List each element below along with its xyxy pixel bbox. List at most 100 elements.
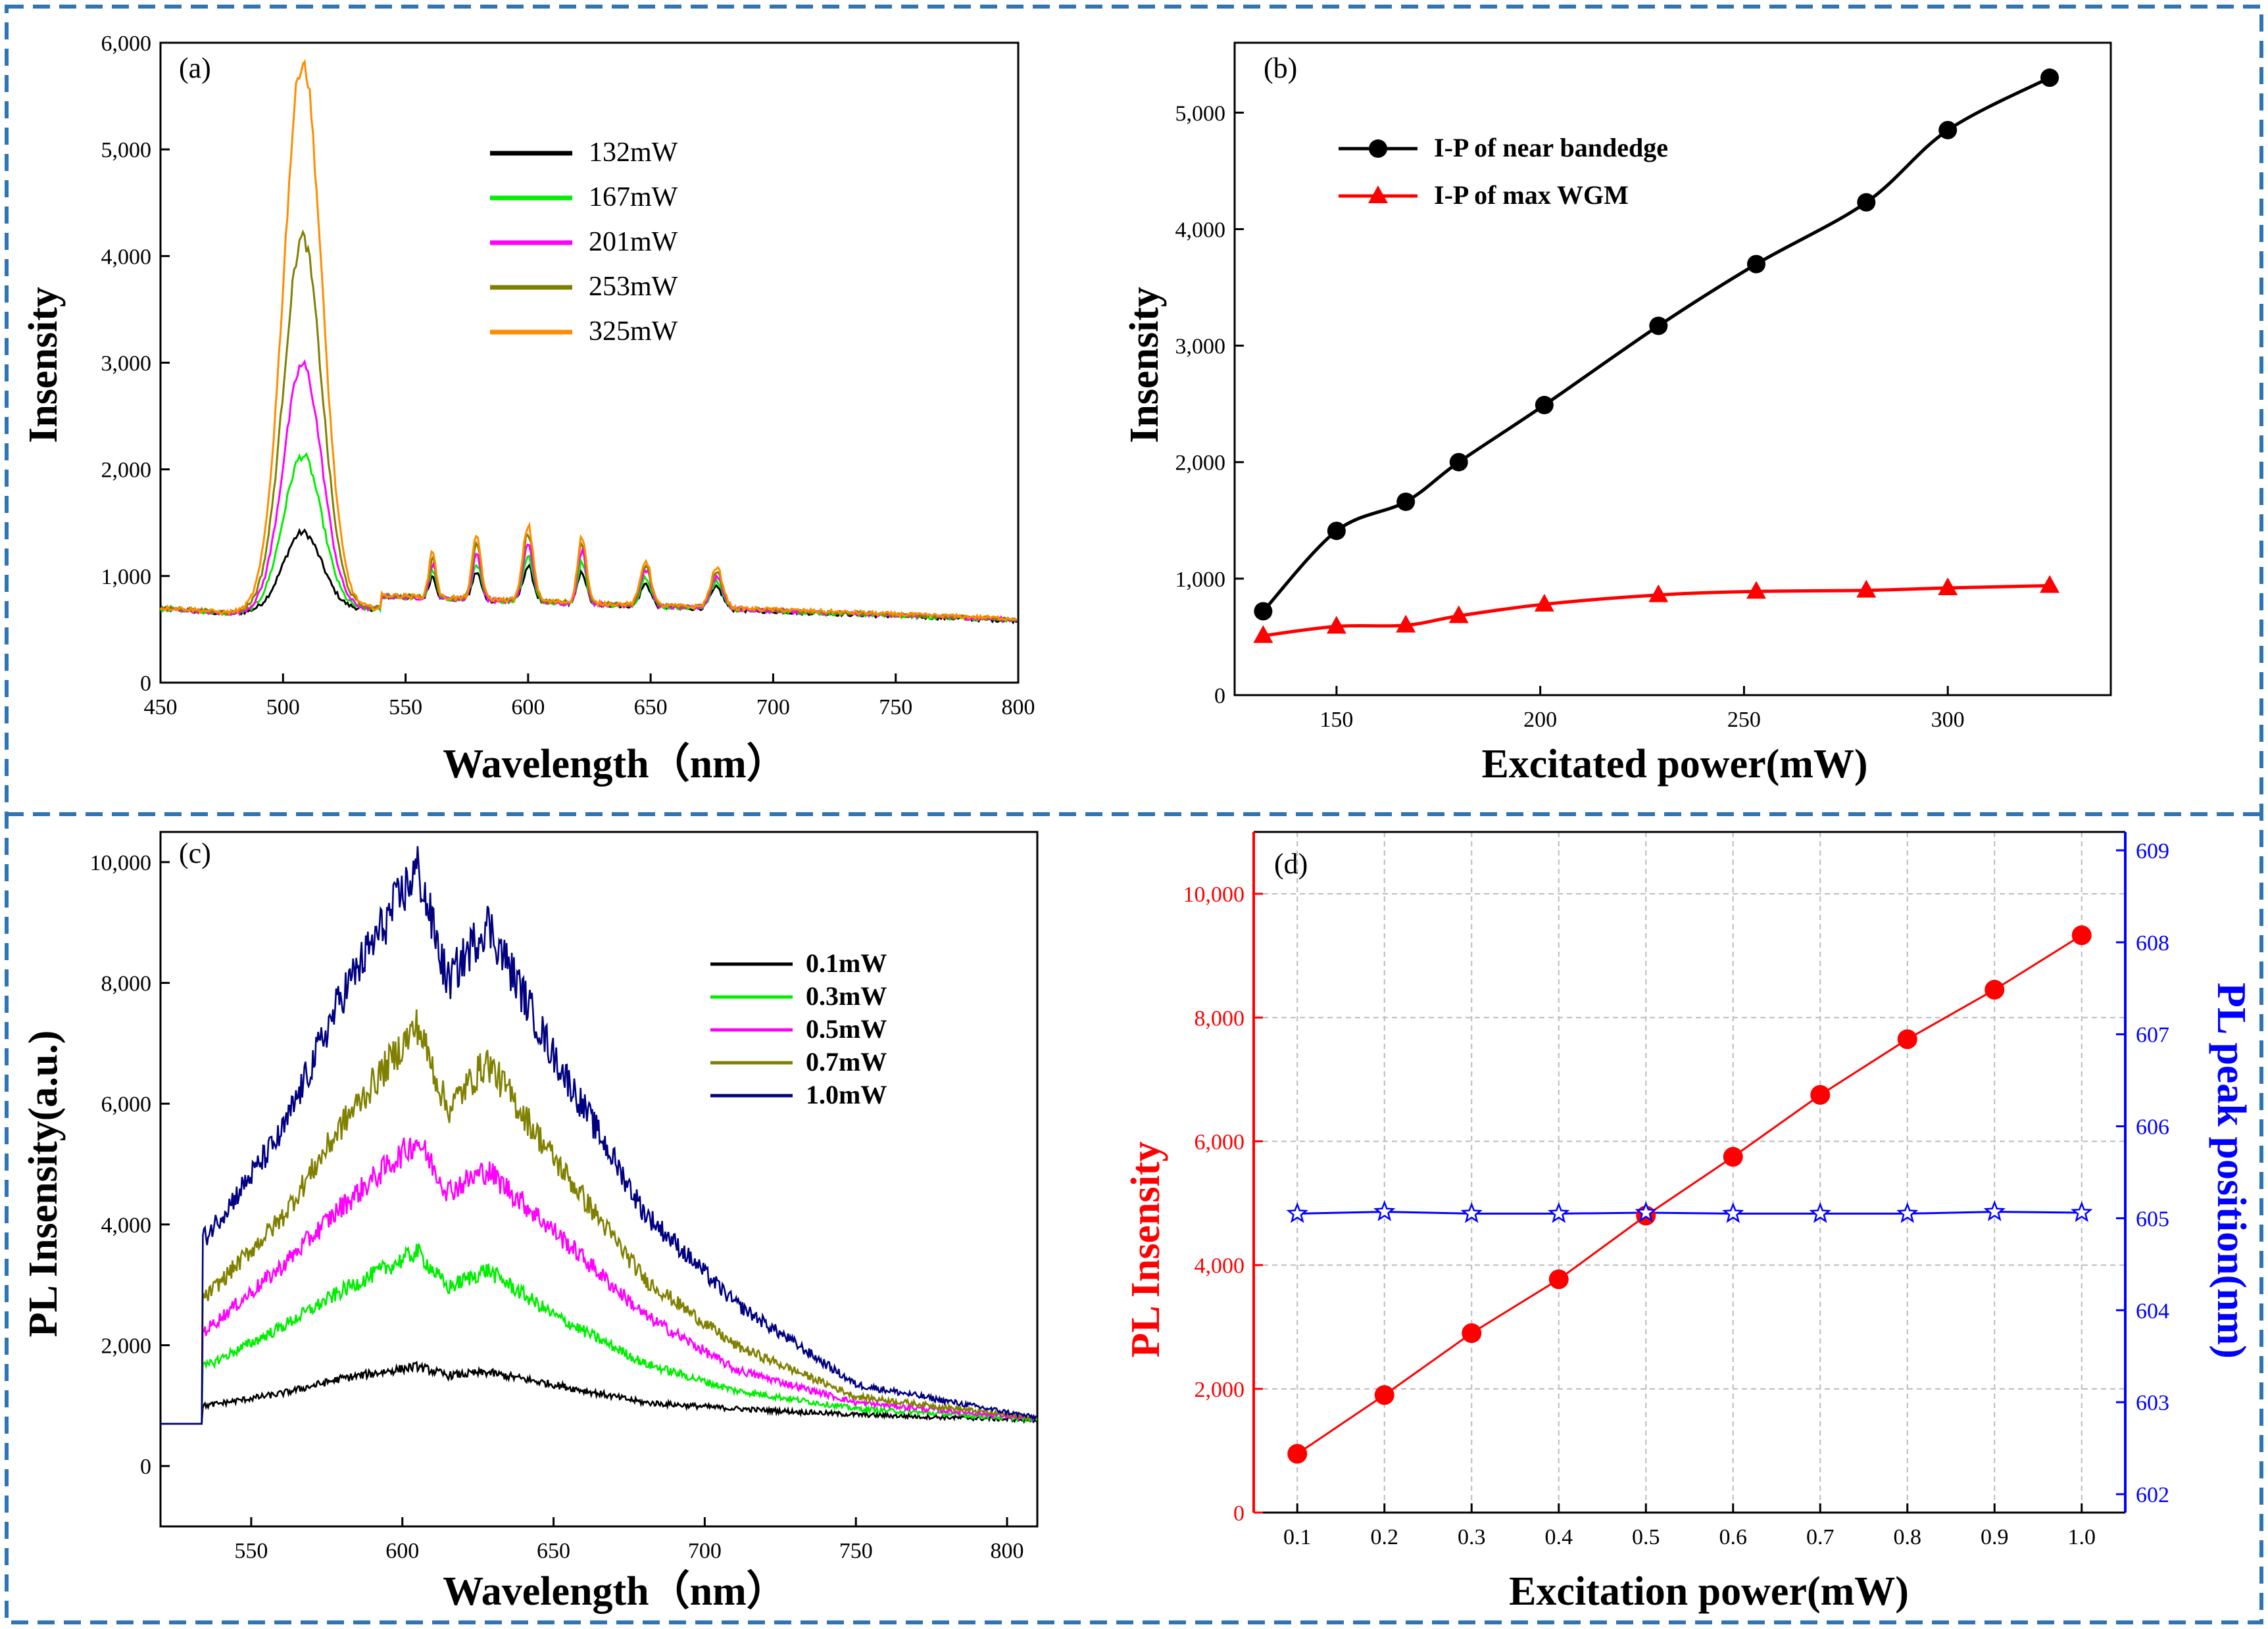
panel-d-y2-tick-label: 608 (2136, 931, 2169, 956)
panel-c-y-tick-label: 10,000 (90, 851, 152, 875)
panel-c-x-tick-label: 750 (839, 1539, 873, 1563)
panel-d-intensity-point (1462, 1323, 1482, 1344)
panel-d-y2-axis-title: PL peak position(nm) (2209, 983, 2254, 1359)
panel-c-x-tick-label: 700 (688, 1539, 722, 1563)
panel-d-intensity-point (1374, 1385, 1394, 1405)
panel-a-y-tick-label: 1,000 (101, 565, 152, 589)
panel-b-x-tick-label: 250 (1727, 708, 1761, 732)
panel-b-point (2040, 68, 2059, 87)
panel-a-y-tick-label: 3,000 (101, 352, 152, 376)
panel-d-y2-tick-label: 606 (2136, 1115, 2169, 1140)
panel-b-label: (b) (1264, 52, 1297, 84)
panel-c-y-tick-label: 6,000 (101, 1092, 152, 1117)
panel-d-intensity-point (1287, 1444, 1308, 1464)
panel-b-legend-label: I-P of near bandedge (1434, 133, 1668, 162)
panel-d-peak-point (1286, 1202, 1308, 1223)
panel-c-x-axis-title: Wavelength（nm） (443, 1568, 787, 1614)
panel-d-y-tick-label: 8,000 (1195, 1006, 1245, 1031)
panel-d-y-tick-label: 10,000 (1183, 883, 1245, 907)
panel-c-spectrum-chart: 550 600 650 700 750 800 0 2,000 4,000 6,000 8,000 1… (21, 831, 1039, 1614)
panel-b-y-tick-label: 3,000 (1175, 335, 1226, 359)
panel-d-y-tick-label: 2,000 (1195, 1378, 1245, 1402)
panel-d-x-tick-label: 0.4 (1545, 1525, 1573, 1549)
panel-b-point (1449, 452, 1468, 472)
panel-b-y-tick-label: 4,000 (1175, 218, 1226, 242)
panel-a-x-axis-title: Wavelength（nm） (443, 741, 787, 787)
panel-c-label: (c) (179, 837, 211, 869)
panel-a-y-tick-label: 0 (140, 671, 151, 696)
panel-a-y-tick-label: 6,000 (101, 32, 152, 56)
panel-d-intensity-point (1985, 979, 2005, 1000)
panel-d-peak-point (1983, 1200, 2006, 1221)
panel-b-power-chart: 150 200 250 300 0 1,000 2,000 3,000 4,000 5,000 I… (1122, 41, 2112, 787)
panel-b-point (1648, 584, 1669, 602)
panel-d-x-tick-label: 0.6 (1719, 1525, 1748, 1549)
panel-d-intensity-point (1548, 1269, 1569, 1290)
panel-a-series-line (160, 59, 1017, 621)
panel-c-series-line (160, 1361, 1038, 1425)
panel-d-x-tick-label: 1.0 (2068, 1525, 2096, 1549)
panel-b-legend-marker (1368, 185, 1388, 203)
panel-d-x-tick-label: 0.9 (1981, 1525, 2009, 1549)
panel-a-x-tick-label: 800 (1002, 695, 1035, 719)
panel-a-x-tick-label: 750 (879, 695, 912, 719)
panel-c-legend-label: 0.3mW (806, 981, 887, 1011)
panel-b-point (1938, 577, 1958, 596)
panel-c-series-line (160, 1009, 1038, 1425)
panel-b-point (1747, 255, 1766, 274)
panel-b-point (1396, 614, 1416, 633)
panel-d-dual-axis-chart: 0.1 0.2 0.3 0.4 0.5 0.6 0.7 0.8 0.9 1.0 0 2,000 4,00… (1123, 831, 2254, 1614)
panel-d-x-tick-label: 0.5 (1632, 1525, 1660, 1549)
panel-d-y2-tick-label: 603 (2136, 1391, 2169, 1415)
panel-b-point (1253, 625, 1273, 643)
panel-b-y-tick-label: 2,000 (1175, 451, 1226, 475)
panel-d-y-tick-label: 4,000 (1195, 1254, 1245, 1278)
panel-a-legend-label: 132mW (589, 137, 678, 168)
panel-b-point (1857, 193, 1876, 212)
panel-b-point (1534, 593, 1554, 612)
panel-d-x-tick-label: 0.1 (1283, 1525, 1312, 1549)
panel-b-y-tick-label: 1,000 (1175, 568, 1226, 592)
panel-d-label: (d) (1274, 848, 1308, 880)
panel-b-point (1327, 522, 1346, 541)
panel-a-spectrum-chart: 450 500 550 600 650 700 750 800 0 1,000 2,000 3,000… (21, 32, 1035, 787)
panel-b-point (1856, 579, 1877, 598)
panel-d-intensity-point (1897, 1029, 1917, 1050)
panel-d-y-axis-title: PL Insensity (1123, 1141, 1168, 1357)
panel-d-x-tick-label: 0.8 (1894, 1525, 1922, 1549)
panel-b-point (1938, 120, 1958, 139)
panel-a-legend-label: 167mW (589, 182, 678, 212)
panel-b-point (1448, 605, 1469, 623)
panel-c-legend-label: 1.0mW (806, 1080, 887, 1109)
panel-a-y-tick-label: 2,000 (101, 458, 152, 483)
panel-b-point (1649, 316, 1668, 335)
panel-a-legend: 132mW 167mW 201mW 253mW 325mW (490, 137, 678, 347)
panel-c-x-tick-label: 800 (991, 1539, 1024, 1563)
panel-d-y2-tick-label: 605 (2136, 1207, 2169, 1231)
panel-d-intensity-point (2071, 925, 2092, 946)
panel-a-x-tick-label: 700 (756, 695, 790, 719)
panel-c-y-tick-label: 2,000 (101, 1334, 152, 1359)
panel-b-point (1254, 602, 1273, 621)
panel-b-y-axis-title: Insensity (1122, 287, 1167, 443)
panel-b-series-line (1262, 76, 2051, 613)
panel-d-peak-line (1297, 1211, 2082, 1215)
panel-a-legend-label: 325mW (589, 316, 678, 347)
panel-b-y-tick-label: 0 (1214, 684, 1225, 708)
panel-d-peak-point (2071, 1201, 2093, 1223)
panel-d-y-tick-label: 0 (1233, 1501, 1245, 1526)
panel-a-y-tick-label: 5,000 (101, 138, 152, 162)
panel-d-peak-point (1809, 1202, 1831, 1223)
panel-d-intensity-line (1296, 934, 2083, 1455)
panel-c-series-line (160, 846, 1037, 1425)
panel-b-legend-label: I-P of max WGM (1434, 180, 1629, 210)
panel-d-y2-tick-label: 602 (2136, 1483, 2169, 1507)
panel-d-peak-point (1460, 1202, 1483, 1223)
panel-a-legend-label: 201mW (589, 227, 678, 257)
panel-d-peak-point (1896, 1202, 1919, 1223)
panel-d-x-axis-title: Excitation power(mW) (1509, 1569, 1909, 1614)
panel-d-peak-point (1722, 1202, 1744, 1223)
panel-b-point (1746, 581, 1767, 599)
